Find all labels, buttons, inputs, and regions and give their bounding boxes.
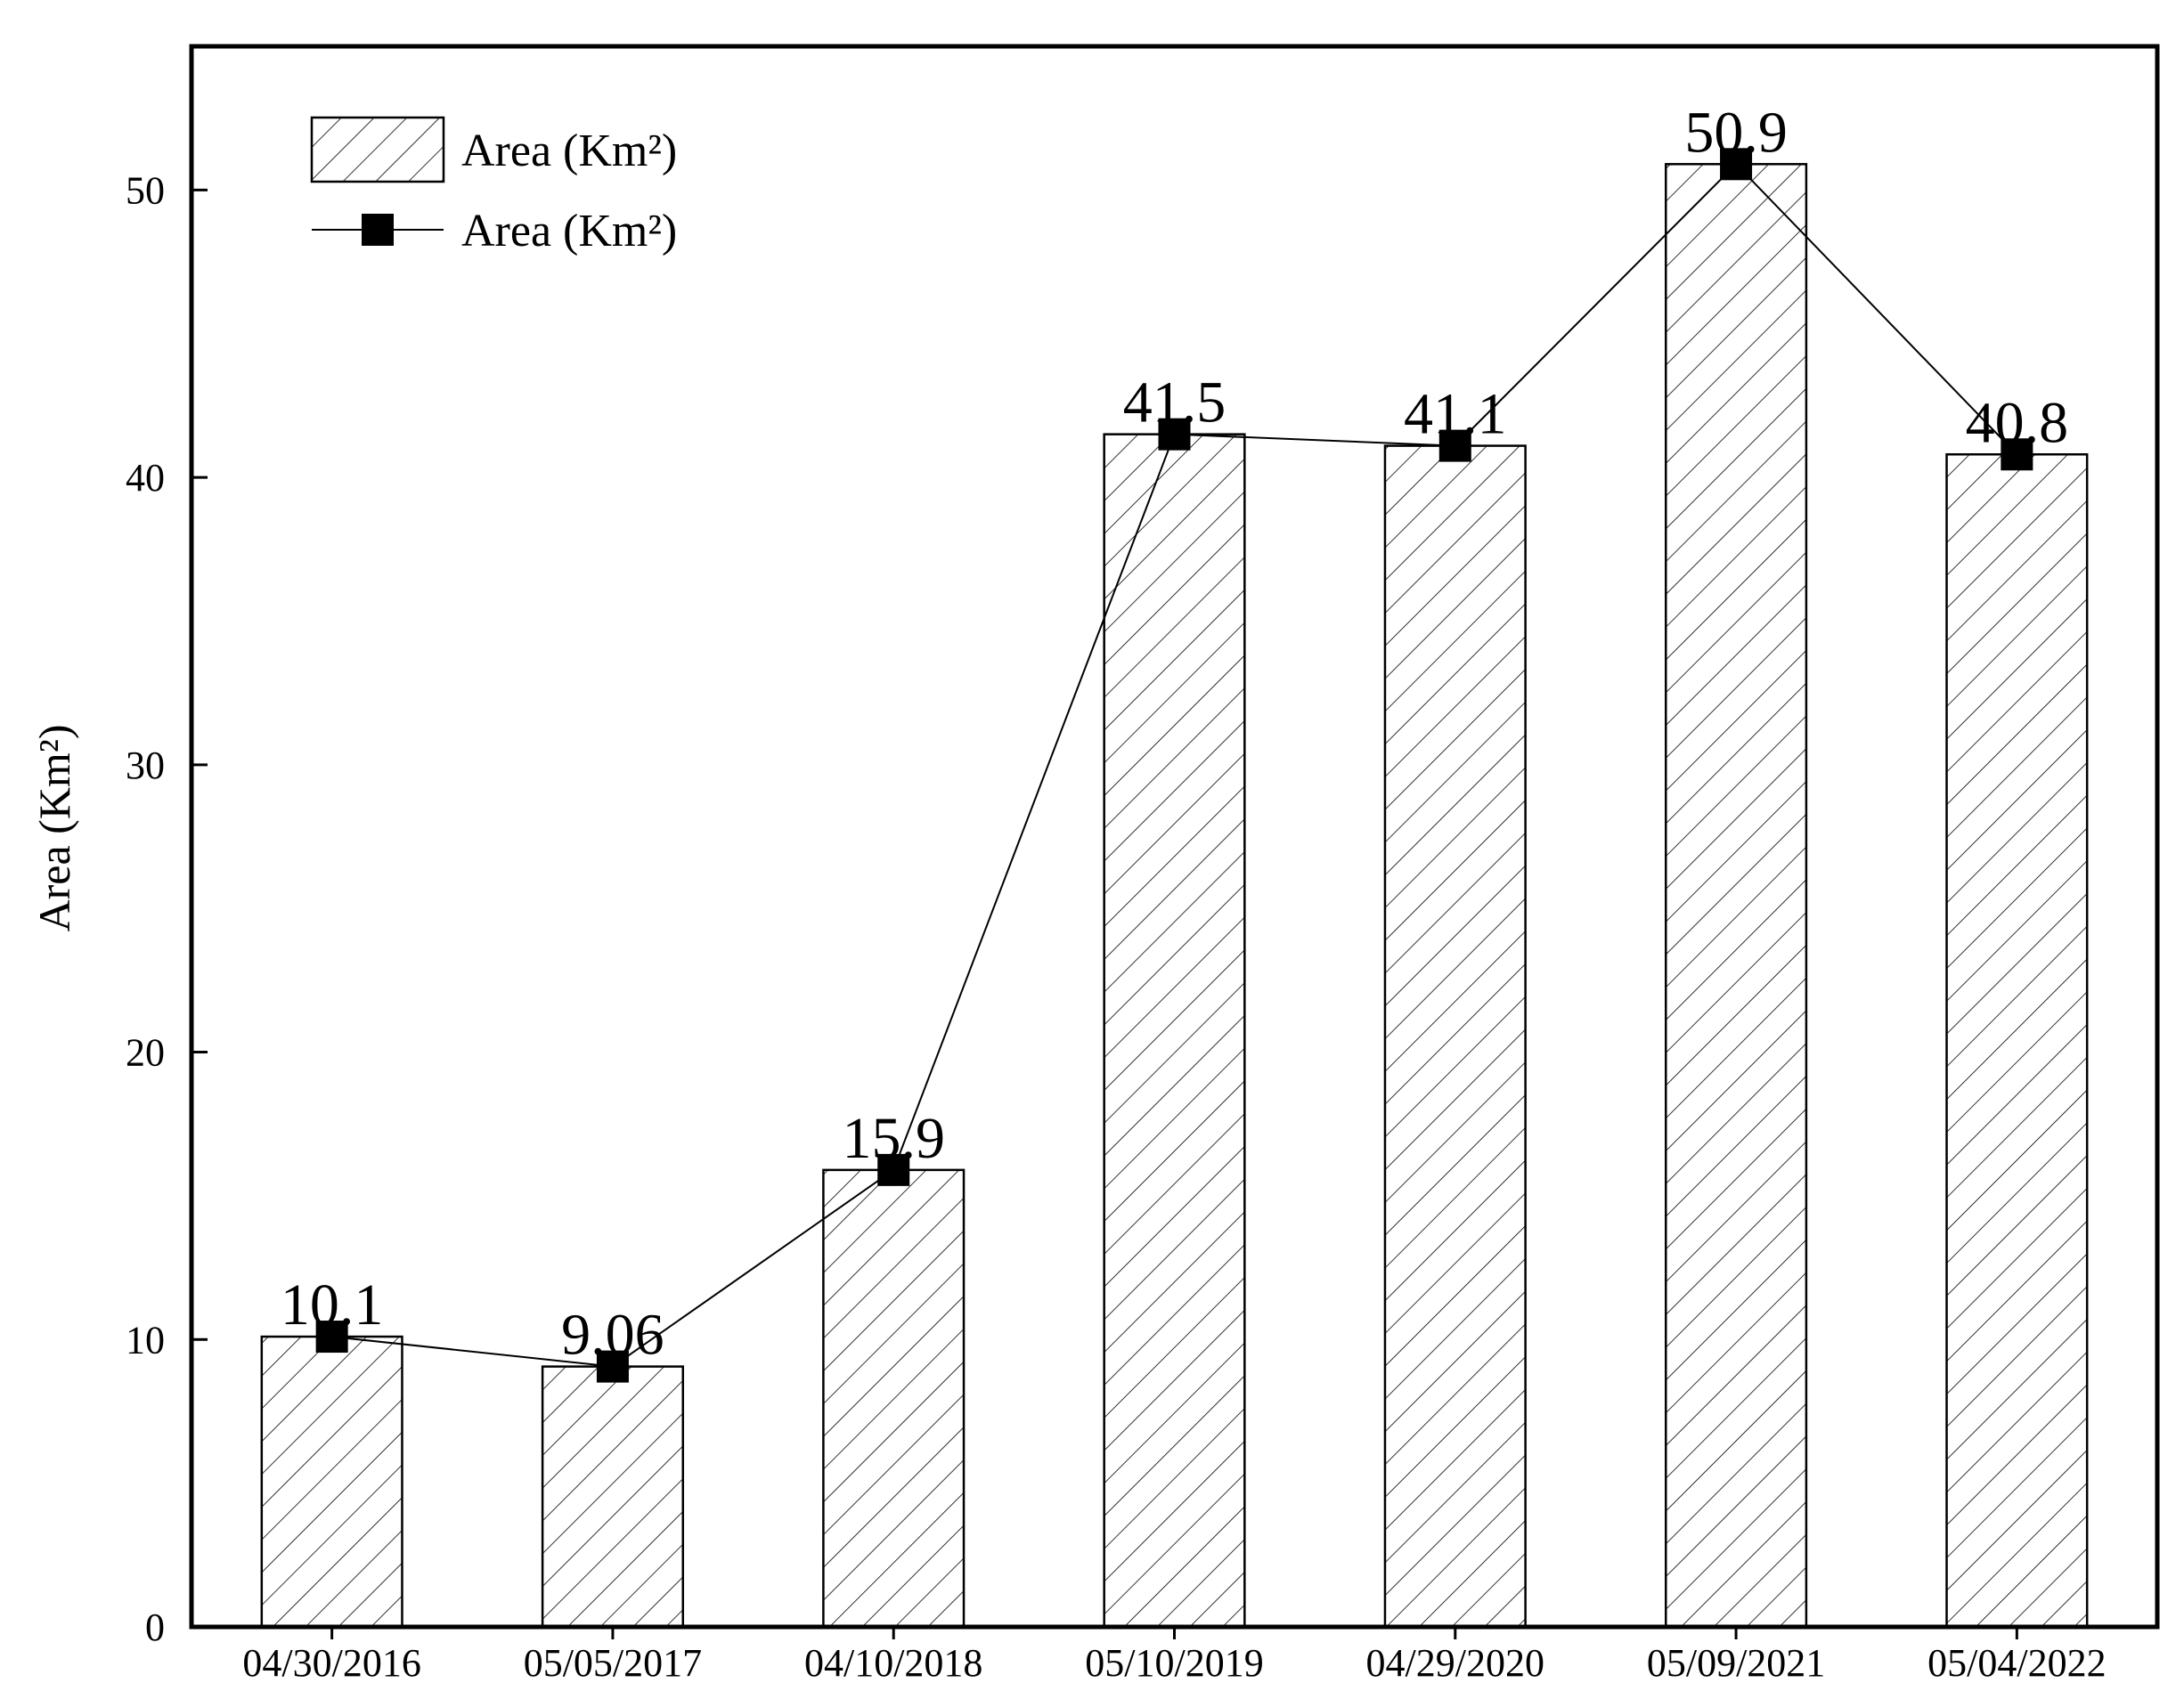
x-tick-label: 05/09/2021 — [1647, 1641, 1825, 1683]
bar — [1103, 433, 1246, 1629]
series-marker — [315, 1321, 348, 1354]
series-marker — [1438, 429, 1471, 462]
bar — [541, 1365, 684, 1629]
y-tick-label: 0 — [145, 1606, 165, 1649]
y-tick-label: 50 — [126, 168, 165, 212]
bar — [1665, 163, 1808, 1629]
bar — [260, 1335, 403, 1629]
x-tick-label: 04/30/2016 — [242, 1641, 420, 1683]
legend-bar-label: Area (Km²) — [461, 126, 677, 176]
series-marker — [1158, 418, 1191, 451]
y-tick-label: 30 — [126, 744, 165, 787]
bar — [1945, 453, 2089, 1629]
y-axis-title: Area (Km²) — [29, 725, 79, 932]
x-tick-label: 04/10/2018 — [804, 1641, 982, 1683]
x-tick-label: 05/10/2019 — [1085, 1641, 1263, 1683]
legend-line-label: Area (Km²) — [461, 206, 677, 256]
bar — [822, 1168, 966, 1629]
y-tick-label: 10 — [126, 1318, 165, 1362]
legend-bar-swatch — [310, 116, 445, 183]
series-marker — [1720, 148, 1753, 181]
x-tick-label: 05/05/2017 — [524, 1641, 702, 1683]
x-tick-label: 05/04/2022 — [1927, 1641, 2106, 1683]
series-marker — [2001, 438, 2033, 471]
bar — [1383, 444, 1527, 1629]
y-tick-label: 20 — [126, 1031, 165, 1075]
x-tick-label: 04/29/2020 — [1366, 1641, 1544, 1683]
y-tick-label: 40 — [126, 456, 165, 500]
series-marker — [877, 1153, 910, 1186]
legend-marker-icon — [362, 214, 394, 246]
legend: Area (Km²) Area (Km²) — [310, 116, 677, 256]
series-marker — [596, 1350, 629, 1383]
